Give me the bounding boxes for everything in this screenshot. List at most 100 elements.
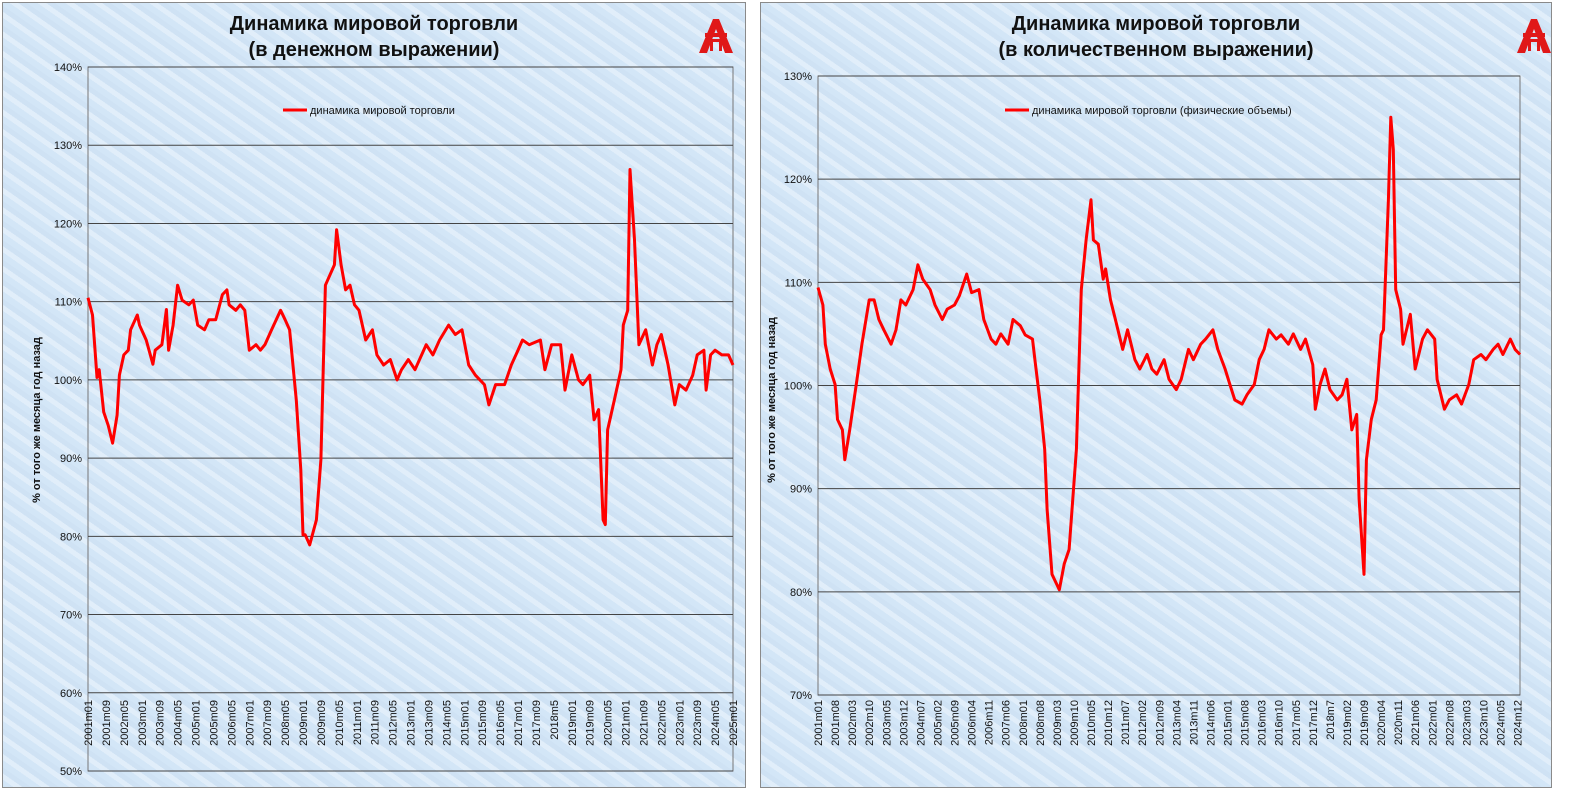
x-tick-label: 2024m05 [710,700,722,746]
x-tick-label: 2023m10 [1478,700,1490,746]
x-tick-label: 2015m08 [1240,700,1252,746]
x-tick-label: 2010m05 [1086,700,1098,746]
x-tick-label: 2003m09 [155,700,167,746]
x-tick-label: 2011m09 [370,700,382,745]
x-tick-label: 2012m09 [1154,700,1166,746]
x-tick-label: 2002m05 [119,700,131,746]
x-tick-label: 2018m5 [549,700,561,740]
x-tick-label: 2007m06 [1001,700,1013,746]
x-tick-label: 2002m03 [847,700,859,746]
x-tick-label: 2001m08 [830,700,842,746]
x-tick-label: 2013m11 [1188,700,1200,745]
title-line-1: Динамика мировой торговли [229,13,519,35]
legend-label: динамика мировой торговли [310,105,455,117]
x-tick-label: 2021m06 [1410,700,1422,746]
chart-1: 50% 60% 70% 80% 90% 100% 110% 120% 130% 140% % от … [31,62,740,778]
y-tick-label: 100% [784,381,812,393]
series-line [86,168,735,547]
x-tick-label: 2012m05 [388,700,400,746]
chart-panel-value: Динамика мировой торговли (в денежном вы… [2,2,746,788]
x-tick-label: 2008m01 [1018,700,1030,746]
x-tick-label: 2004m07 [915,700,927,746]
x-tick-label: 2016m05 [495,700,507,746]
x-tick-label: 2023m01 [674,700,686,746]
x-tick-label: 2024m05 [1496,700,1508,746]
x-tick-label: 2017m01 [513,700,525,746]
y-tick-label: 80% [790,587,812,599]
y-tick-label: 130% [784,71,812,83]
x-tick-label: 2003m05 [881,700,893,746]
chart-title: Динамика мировой торговли (в денежном вы… [3,11,745,63]
y-tick-label: 70% [60,610,82,622]
x-tick-label: 2005m09 [208,700,220,746]
legend: динамика мировой торговли [283,105,455,117]
y-tick-label: 110% [55,297,83,309]
title-line-2: (в количественном выражении) [998,39,1314,61]
series-line [816,115,1522,592]
x-tick-label: 2015m01 [1223,700,1235,746]
y-axis-label: % от того же месяца год назад [766,317,778,483]
x-tick-label: 2008m05 [280,700,292,746]
x-tick-label: 2003m12 [898,700,910,746]
plot-area [87,66,734,772]
y-tick-label: 140% [54,62,82,74]
x-tick-label: 2006m11 [984,700,996,745]
x-tick-label: 2022m01 [1427,700,1439,746]
x-tick-label: 2011m01 [352,700,364,745]
x-tick-label: 2019m01 [567,700,579,746]
x-tick-label: 2022m08 [1444,700,1456,746]
x-tick-label: 2001m01 [83,700,95,746]
x-tick-label: 2016m10 [1274,700,1286,746]
y-tick-label: 70% [790,690,812,702]
x-tick-label: 2001m01 [813,700,825,746]
x-tick-label: 2017m05 [1291,700,1303,746]
x-tick-label: 2018m7 [1325,700,1337,740]
y-tick-label: 60% [60,688,82,700]
x-tick-label: 2022m05 [656,700,668,746]
x-tick-label: 2025m01 [728,700,740,746]
title-line-2: (в денежном выражении) [248,39,500,61]
x-tick-label: 2003m01 [137,700,149,746]
x-tick-label: 2013m04 [1171,700,1183,746]
legend: динамика мировой торговли (физические об… [1005,105,1292,117]
title-line-1: Динамика мировой торговли [1011,13,1301,35]
x-tick-label: 2013m09 [423,700,435,746]
x-tick-label: 2010m05 [334,700,346,746]
x-tick-label: 2007m09 [262,700,274,746]
y-tick-label: 120% [784,174,812,186]
y-tick-label: 110% [785,277,813,289]
x-tick-label: 2005m09 [950,700,962,746]
legend-label: динамика мировой торговли (физические об… [1032,105,1292,117]
x-tick-label: 2006m05 [226,700,238,746]
y-tick-label: 120% [54,218,82,230]
y-tick-label: 80% [60,531,82,543]
x-tick-label: 2015m09 [477,700,489,746]
x-tick-label: 2023m03 [1461,700,1473,746]
x-tick-label: 2013m01 [406,700,418,746]
chart-title: Динамика мировой торговли (в количествен… [761,11,1551,63]
x-tick-label: 2009m10 [1069,700,1081,746]
x-tick-label: 2023m09 [692,700,704,746]
chart-panel-volume: Динамика мировой торговли (в количествен… [760,2,1552,788]
y-tick-label: 50% [60,766,82,778]
y-tick-label: 90% [60,453,82,465]
x-tick-label: 2012m02 [1137,700,1149,746]
x-tick-label: 2001m09 [101,700,113,746]
y-axis-label: % от того же месяца год назад [31,337,43,503]
x-tick-label: 2004m05 [173,700,185,746]
x-tick-label: 2009m09 [316,700,328,746]
chart-2: 70% 80% 90% 100% 110% 120% 130% % от того же ме… [766,71,1525,746]
x-tick-label: 2017m12 [1308,700,1320,746]
x-tick-label: 2002m10 [864,700,876,746]
x-tick-label: 2020m04 [1376,700,1388,746]
x-tick-label: 2014m06 [1205,700,1217,746]
x-tick-label: 2009m03 [1052,700,1064,746]
x-tick-label: 2021m01 [621,700,633,746]
x-tick-label: 2009m01 [298,700,310,746]
x-tick-label: 2015m01 [459,700,471,746]
y-tick-label: 100% [54,375,82,387]
x-tick-label: 2017m09 [531,700,543,746]
logo-icon [699,19,733,53]
x-tick-label: 2006m04 [967,700,979,746]
